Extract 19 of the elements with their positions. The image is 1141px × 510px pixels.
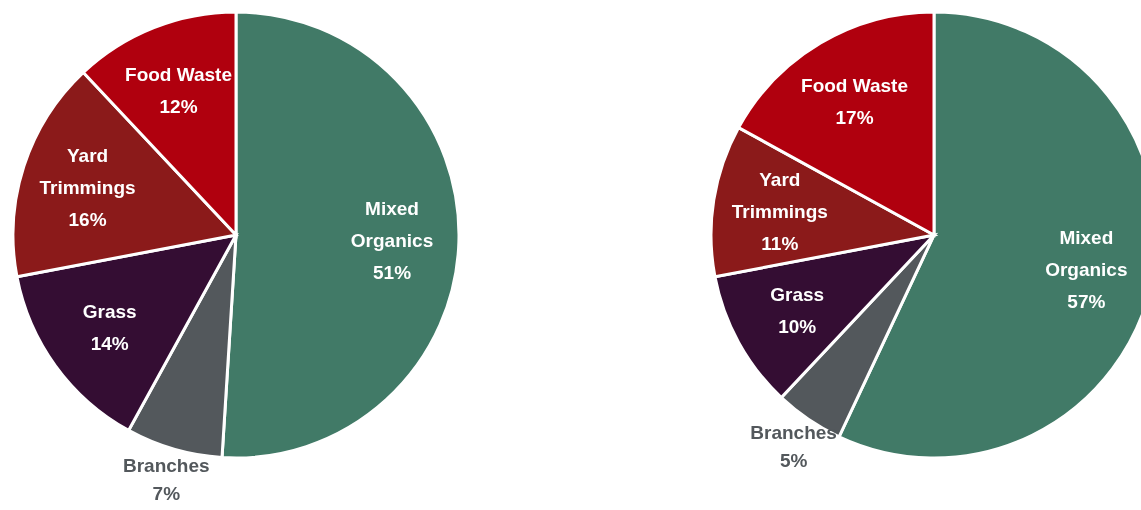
data-label: 14%	[90, 332, 129, 354]
data-label: 12%	[159, 95, 198, 117]
slice-label: Grass	[770, 283, 825, 305]
slice-label: Branches	[123, 454, 210, 476]
slice-label: Mixed Organics	[350, 197, 434, 251]
data-label: 16%	[68, 208, 107, 230]
slice-label: Mixed Organics	[1045, 226, 1128, 280]
data-label: 11%	[761, 232, 799, 254]
slice-label: Grass	[82, 300, 137, 322]
data-label: 10%	[778, 315, 817, 337]
data-label: 57%	[1067, 290, 1106, 312]
slice-label: Yard Trimmings	[731, 168, 828, 222]
slice-label: Food Waste	[125, 63, 233, 85]
slice-label: Yard Trimmings	[39, 144, 136, 198]
data-label: 17%	[835, 106, 874, 128]
data-label: 5%	[779, 449, 808, 471]
data-label: 51%	[373, 261, 412, 283]
data-label: 7%	[152, 482, 181, 504]
slice-label: Food Waste	[801, 74, 909, 96]
